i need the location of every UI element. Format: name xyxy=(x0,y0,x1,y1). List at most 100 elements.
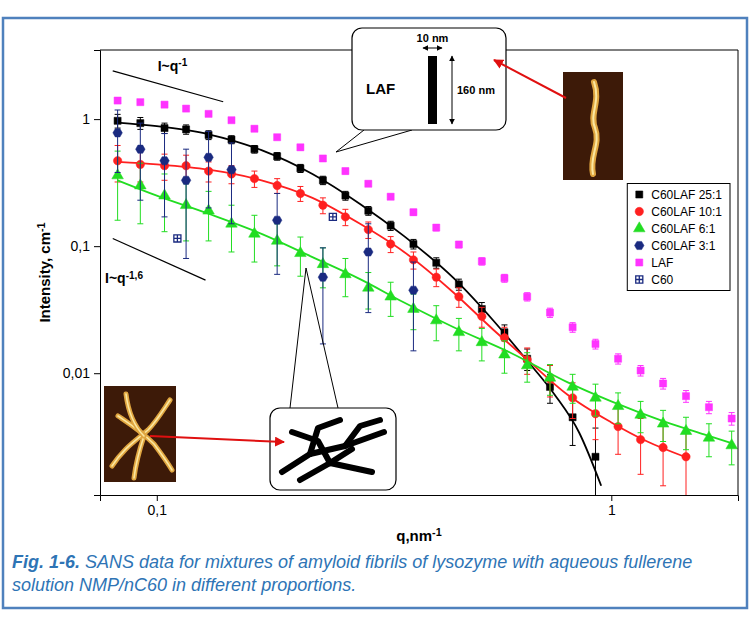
caption-line: solution NMP/nC60 in different proportio… xyxy=(12,575,356,595)
inset-bottom xyxy=(270,268,396,490)
fit-line xyxy=(118,180,733,443)
marker xyxy=(705,404,712,411)
afm-fibril xyxy=(118,416,172,470)
legend-label: LAF xyxy=(651,256,673,270)
inset-box xyxy=(270,408,396,490)
inset-pointer xyxy=(290,268,338,408)
afm-fibril xyxy=(118,416,172,470)
marker xyxy=(501,275,508,282)
marker xyxy=(660,380,667,387)
x-axis-title: q,nm-1 xyxy=(396,526,441,544)
marker xyxy=(387,193,394,200)
series xyxy=(112,151,738,465)
inset-width-label: 10 nm xyxy=(417,32,449,44)
legend-label: C60LAF 6:1 xyxy=(651,222,715,236)
marker xyxy=(113,129,122,137)
marker xyxy=(318,273,327,281)
error-bar xyxy=(706,401,712,413)
marker xyxy=(114,97,121,104)
marker xyxy=(204,153,213,161)
error-bar xyxy=(274,193,280,274)
legend-symbol xyxy=(635,207,643,215)
x-tick-label: 0,1 xyxy=(148,502,168,518)
marker xyxy=(569,324,576,331)
marker xyxy=(637,367,644,374)
y-axis: 0,010,11 xyxy=(63,51,101,496)
guide-line xyxy=(113,238,206,280)
marker xyxy=(546,309,553,316)
caption-label: Fig. 1-6. xyxy=(12,552,80,572)
annotations: I~q-1I~q-1,6 xyxy=(105,57,188,286)
series xyxy=(114,114,601,495)
marker xyxy=(319,155,326,162)
error-bar xyxy=(501,274,507,282)
marker xyxy=(409,286,418,294)
y-tick-mark xyxy=(94,246,100,247)
marker xyxy=(524,293,531,300)
marker xyxy=(227,166,236,174)
marker xyxy=(592,453,599,460)
marker xyxy=(478,258,485,265)
error-bar xyxy=(162,134,168,217)
marker xyxy=(615,355,622,362)
error-bar xyxy=(228,143,234,224)
error-bar xyxy=(456,241,462,247)
x-tick: 1 xyxy=(608,495,616,518)
error-bar xyxy=(660,378,666,389)
schematic-fibril xyxy=(292,432,330,463)
text-part: I~q xyxy=(105,270,126,286)
error-bar xyxy=(251,215,257,262)
schematic-fibril xyxy=(300,463,372,480)
y-tick-mark xyxy=(94,373,100,374)
figure: I~q-1I~q-1,60,110,010,11q,nm-1Intensity,… xyxy=(0,0,750,624)
plot-data xyxy=(112,71,738,495)
x-tick-mark xyxy=(611,495,612,501)
text-part: I~q xyxy=(158,58,179,74)
error-bar xyxy=(251,126,257,131)
error-bar xyxy=(638,366,644,377)
marker xyxy=(181,176,190,184)
y-axis-line xyxy=(94,51,101,496)
pointer-arrow xyxy=(150,436,284,442)
x-axis: 0,11 xyxy=(101,495,739,518)
legend-symbol xyxy=(636,259,643,266)
afm-background xyxy=(104,386,176,482)
caption-text: solution NMP/nC60 in different proportio… xyxy=(12,575,356,595)
afm-fibril xyxy=(134,436,144,478)
error-bar xyxy=(320,248,326,344)
y-axis-title: Intensity, cm-1 xyxy=(35,222,53,322)
y-tick: 0,1 xyxy=(71,238,100,254)
error-bar xyxy=(342,168,348,174)
schematic-fibril xyxy=(330,449,352,463)
marker xyxy=(728,415,735,422)
afm-background xyxy=(563,72,623,180)
inset-label: LAF xyxy=(366,80,395,97)
error-bar xyxy=(115,110,121,173)
series xyxy=(114,97,735,425)
marker xyxy=(274,134,281,141)
afm-image xyxy=(563,72,623,180)
legend-symbol xyxy=(636,191,643,198)
error-bar xyxy=(365,224,371,313)
error-bar xyxy=(137,123,143,200)
error-bar xyxy=(729,413,735,426)
afm-fibril xyxy=(134,436,144,478)
marker xyxy=(682,393,689,400)
legend-symbol xyxy=(635,241,644,249)
legend-label: C60LAF 3:1 xyxy=(651,239,715,253)
marker xyxy=(272,216,281,224)
error-bar xyxy=(479,258,485,265)
error-bar xyxy=(547,308,553,317)
error-bar xyxy=(162,123,168,133)
caption-text: SANS data for mixtures of amyloid fibril… xyxy=(85,552,692,572)
y-tick-mark xyxy=(94,119,100,120)
legend-box xyxy=(627,184,730,291)
marker xyxy=(251,125,258,132)
marker xyxy=(410,209,417,216)
marker xyxy=(205,110,212,117)
fibril-bar xyxy=(428,56,437,124)
pointer-arrow xyxy=(494,60,566,98)
figure-border xyxy=(3,18,747,608)
legend-label: C60 xyxy=(651,273,673,287)
marker xyxy=(592,340,599,347)
